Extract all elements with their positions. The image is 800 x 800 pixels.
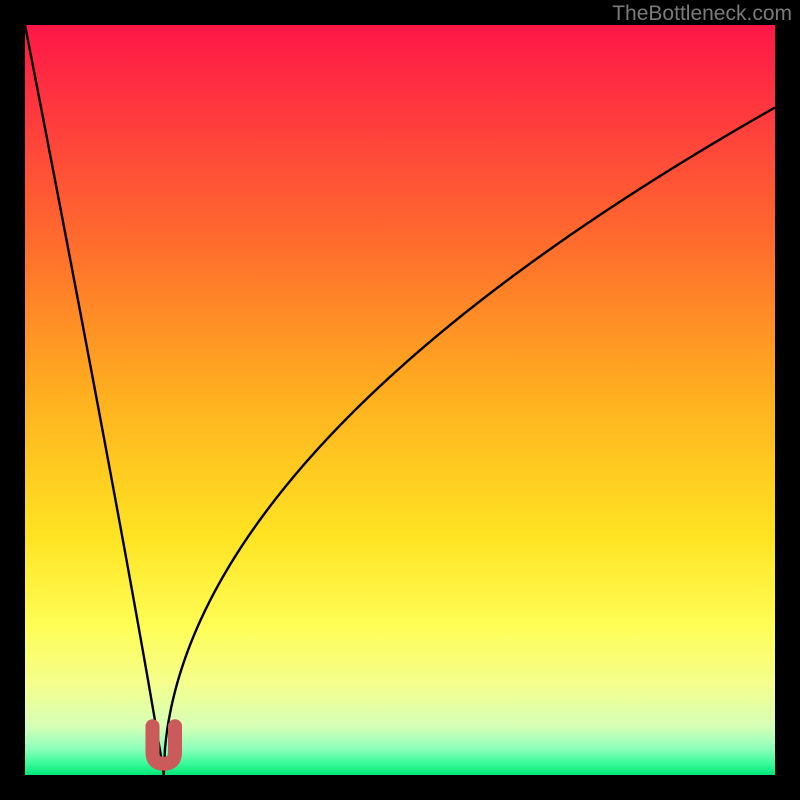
- watermark-text: TheBottleneck.com: [612, 2, 792, 26]
- plot-svg: [25, 25, 775, 775]
- chart-container: TheBottleneck.com: [0, 0, 800, 800]
- plot-area: [25, 25, 775, 775]
- plot-background: [25, 25, 775, 775]
